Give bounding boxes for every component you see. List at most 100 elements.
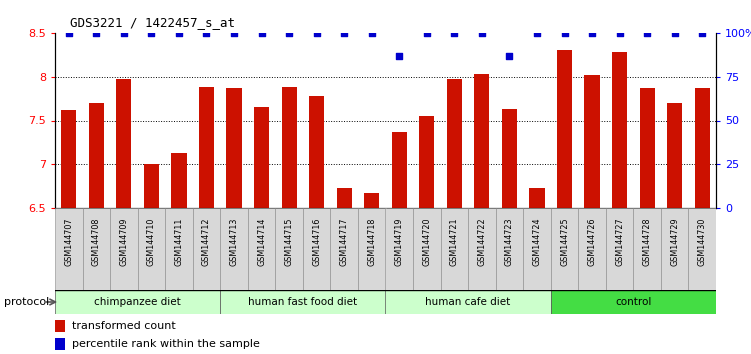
Text: chimpanzee diet: chimpanzee diet — [94, 297, 181, 307]
Bar — [640, 88, 655, 208]
Bar — [116, 79, 131, 208]
Bar — [689, 208, 716, 290]
Point — [668, 30, 680, 36]
Point — [311, 30, 323, 36]
Text: GSM144713: GSM144713 — [230, 218, 239, 266]
Bar — [419, 116, 434, 208]
Text: GSM144717: GSM144717 — [339, 218, 348, 266]
Bar — [330, 208, 358, 290]
Bar — [227, 88, 242, 208]
Text: GSM144711: GSM144711 — [174, 218, 183, 266]
Point — [448, 30, 460, 36]
Text: transformed count: transformed count — [71, 321, 175, 331]
Bar — [193, 208, 220, 290]
Point — [614, 30, 626, 36]
Bar — [413, 208, 441, 290]
Text: GSM144714: GSM144714 — [257, 218, 266, 266]
Text: GSM144715: GSM144715 — [285, 218, 294, 266]
Bar — [55, 290, 220, 314]
Bar — [61, 110, 77, 208]
Bar — [220, 290, 385, 314]
Point — [146, 30, 158, 36]
Bar — [578, 208, 606, 290]
Point — [201, 30, 213, 36]
Text: GSM144722: GSM144722 — [478, 218, 487, 267]
Bar — [468, 208, 496, 290]
Text: GDS3221 / 1422457_s_at: GDS3221 / 1422457_s_at — [70, 16, 235, 29]
Point — [421, 30, 433, 36]
Bar — [309, 96, 324, 208]
Text: human cafe diet: human cafe diet — [426, 297, 511, 307]
Bar — [83, 208, 110, 290]
Bar — [496, 208, 523, 290]
Bar — [144, 164, 159, 208]
Text: GSM144709: GSM144709 — [119, 218, 128, 266]
Point — [531, 30, 543, 36]
Bar — [502, 109, 517, 208]
Point — [338, 30, 350, 36]
Bar — [336, 188, 351, 208]
Bar — [612, 52, 627, 208]
Bar — [385, 208, 413, 290]
Bar — [441, 208, 468, 290]
Point — [283, 30, 295, 36]
Bar — [667, 103, 682, 208]
Point — [228, 30, 240, 36]
Point — [696, 30, 708, 36]
Text: GSM144728: GSM144728 — [643, 218, 652, 266]
Bar — [165, 208, 193, 290]
Bar — [447, 79, 462, 208]
Text: GSM144710: GSM144710 — [147, 218, 156, 266]
Bar — [55, 338, 65, 350]
Bar — [550, 208, 578, 290]
Text: GSM144721: GSM144721 — [450, 218, 459, 266]
Point — [90, 30, 102, 36]
Point — [641, 30, 653, 36]
Bar — [606, 208, 633, 290]
Text: control: control — [615, 297, 652, 307]
Bar — [89, 103, 104, 208]
Text: percentile rank within the sample: percentile rank within the sample — [71, 339, 259, 349]
Text: human fast food diet: human fast food diet — [249, 297, 357, 307]
Text: GSM144708: GSM144708 — [92, 218, 101, 266]
Bar — [550, 290, 716, 314]
Bar — [392, 132, 407, 208]
Bar — [529, 188, 544, 208]
Text: GSM144707: GSM144707 — [65, 218, 74, 266]
Point — [394, 53, 406, 58]
Text: GSM144725: GSM144725 — [560, 218, 569, 267]
Bar — [523, 208, 550, 290]
Bar — [303, 208, 330, 290]
Bar — [55, 320, 65, 332]
Bar — [385, 290, 550, 314]
Bar — [220, 208, 248, 290]
Point — [476, 30, 488, 36]
Bar — [475, 74, 490, 208]
Text: GSM144716: GSM144716 — [312, 218, 321, 266]
Point — [63, 30, 75, 36]
Text: GSM144727: GSM144727 — [615, 218, 624, 267]
Bar — [248, 208, 276, 290]
Point — [173, 30, 185, 36]
Bar — [695, 88, 710, 208]
Bar — [661, 208, 689, 290]
Bar — [171, 153, 186, 208]
Text: GSM144726: GSM144726 — [587, 218, 596, 266]
Point — [559, 30, 571, 36]
Text: GSM144719: GSM144719 — [395, 218, 404, 266]
Bar — [276, 208, 303, 290]
Bar — [358, 208, 385, 290]
Bar — [55, 208, 83, 290]
Point — [586, 30, 598, 36]
Text: GSM144712: GSM144712 — [202, 218, 211, 266]
Text: GSM144718: GSM144718 — [367, 218, 376, 266]
Point — [503, 53, 515, 58]
Bar — [137, 208, 165, 290]
Bar — [282, 87, 297, 208]
Bar — [557, 51, 572, 208]
Bar — [364, 193, 379, 208]
Bar — [584, 75, 599, 208]
Text: GSM144720: GSM144720 — [422, 218, 431, 266]
Point — [118, 30, 130, 36]
Point — [255, 30, 267, 36]
